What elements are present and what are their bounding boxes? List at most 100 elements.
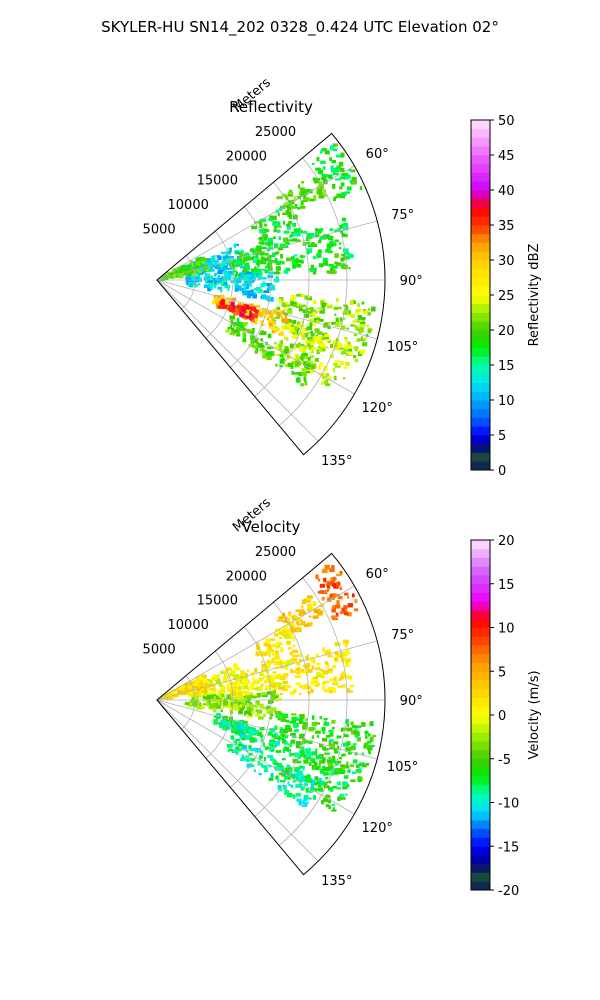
echo-gate [205,266,209,272]
echo-gate [257,288,263,293]
echo-gate [318,787,324,791]
echo-gate [264,229,270,232]
echo-gate [327,686,333,692]
echo-gate [330,577,335,581]
echo-gate [284,666,289,670]
echo-gate [342,742,349,747]
colorbar-segment [471,741,490,751]
echo-gate [256,642,260,646]
echo-gate [277,343,283,348]
echo-gate [221,281,224,287]
echo-gate [305,752,312,758]
colorbar-segment [471,391,490,401]
echo-gate [331,160,336,164]
echo-gate [272,308,277,313]
echo-gate [315,748,318,754]
echo-gate [251,268,256,273]
echo-gate [302,766,305,771]
range-tick-label: 10000 [168,618,209,633]
echo-gate [262,308,266,312]
echo-gate [199,277,202,281]
echo-gate [312,676,318,680]
echo-gate [251,271,256,276]
range-tick-label: 25000 [255,125,296,140]
echo-gate [250,248,255,252]
colorbar-segment [471,557,490,567]
echo-gate [215,277,219,281]
echo-gate [216,255,221,258]
echo-gate [233,675,237,680]
echo-gate [268,699,273,704]
echo-gate [201,706,205,709]
echo-gate [240,758,245,762]
echo-gate [322,646,325,652]
echo-gate [276,196,282,199]
echo-gate [281,325,286,331]
echo-gate [290,295,296,300]
echo-gate [238,303,244,308]
echo-gate [345,338,348,343]
echo-gate [299,685,302,689]
echo-gate [273,260,277,264]
echo-gate [290,366,294,369]
echo-gate [311,751,317,756]
echo-gate [234,287,239,292]
echo-gate [321,737,328,742]
echo-gate [254,668,258,673]
echo-gate [165,692,170,697]
echo-gate [329,228,334,232]
echo-gate [235,309,240,313]
echo-gate [245,289,250,293]
echo-gate [223,677,227,683]
echo-gate [330,344,334,348]
echo-gate [237,331,240,335]
echo-gate [292,654,299,658]
echo-gate [217,690,222,695]
azimuth-spoke [156,279,355,395]
echo-gate [205,687,209,692]
echo-gate [220,693,225,698]
echo-gate [224,284,230,289]
colorbar-segment [471,400,490,410]
echo-gate [278,236,281,241]
echo-gate [260,750,264,755]
range-tick-label: 10000 [168,198,209,213]
echo-gate [238,689,242,693]
echo-gate [280,253,283,259]
echo-gate [297,627,301,632]
echo-gate [301,599,306,605]
azimuth-spoke [156,699,378,760]
echo-gate [264,746,268,751]
echo-gate [274,655,280,660]
echo-gate [339,167,345,172]
echo-gate [290,733,296,736]
echo-gate [347,174,351,179]
echo-gate [298,347,302,352]
echo-gate [292,636,295,642]
echo-gate [269,681,274,687]
echo-gate [322,179,328,185]
echo-gate [296,321,301,326]
echo-gate [241,725,245,731]
echo-gate [279,772,283,776]
echo-gate [315,167,321,171]
echo-gate [321,174,328,176]
echo-gate [276,312,281,318]
echo-gate [329,568,335,573]
echo-gate [178,266,184,272]
colorbar-segment [471,601,490,611]
echo-gate [302,309,309,313]
echo-gate [286,764,290,768]
echo-gate [276,641,281,645]
echo-gate [275,266,281,271]
echo-gate [289,298,294,302]
echo-gate [337,306,342,310]
echo-gate [365,334,369,338]
echo-gate [232,333,236,336]
echo-gate [282,771,287,774]
echo-gate [273,328,280,332]
echo-gate [300,324,305,327]
echo-gate [293,347,296,351]
echo-gate [298,342,301,347]
